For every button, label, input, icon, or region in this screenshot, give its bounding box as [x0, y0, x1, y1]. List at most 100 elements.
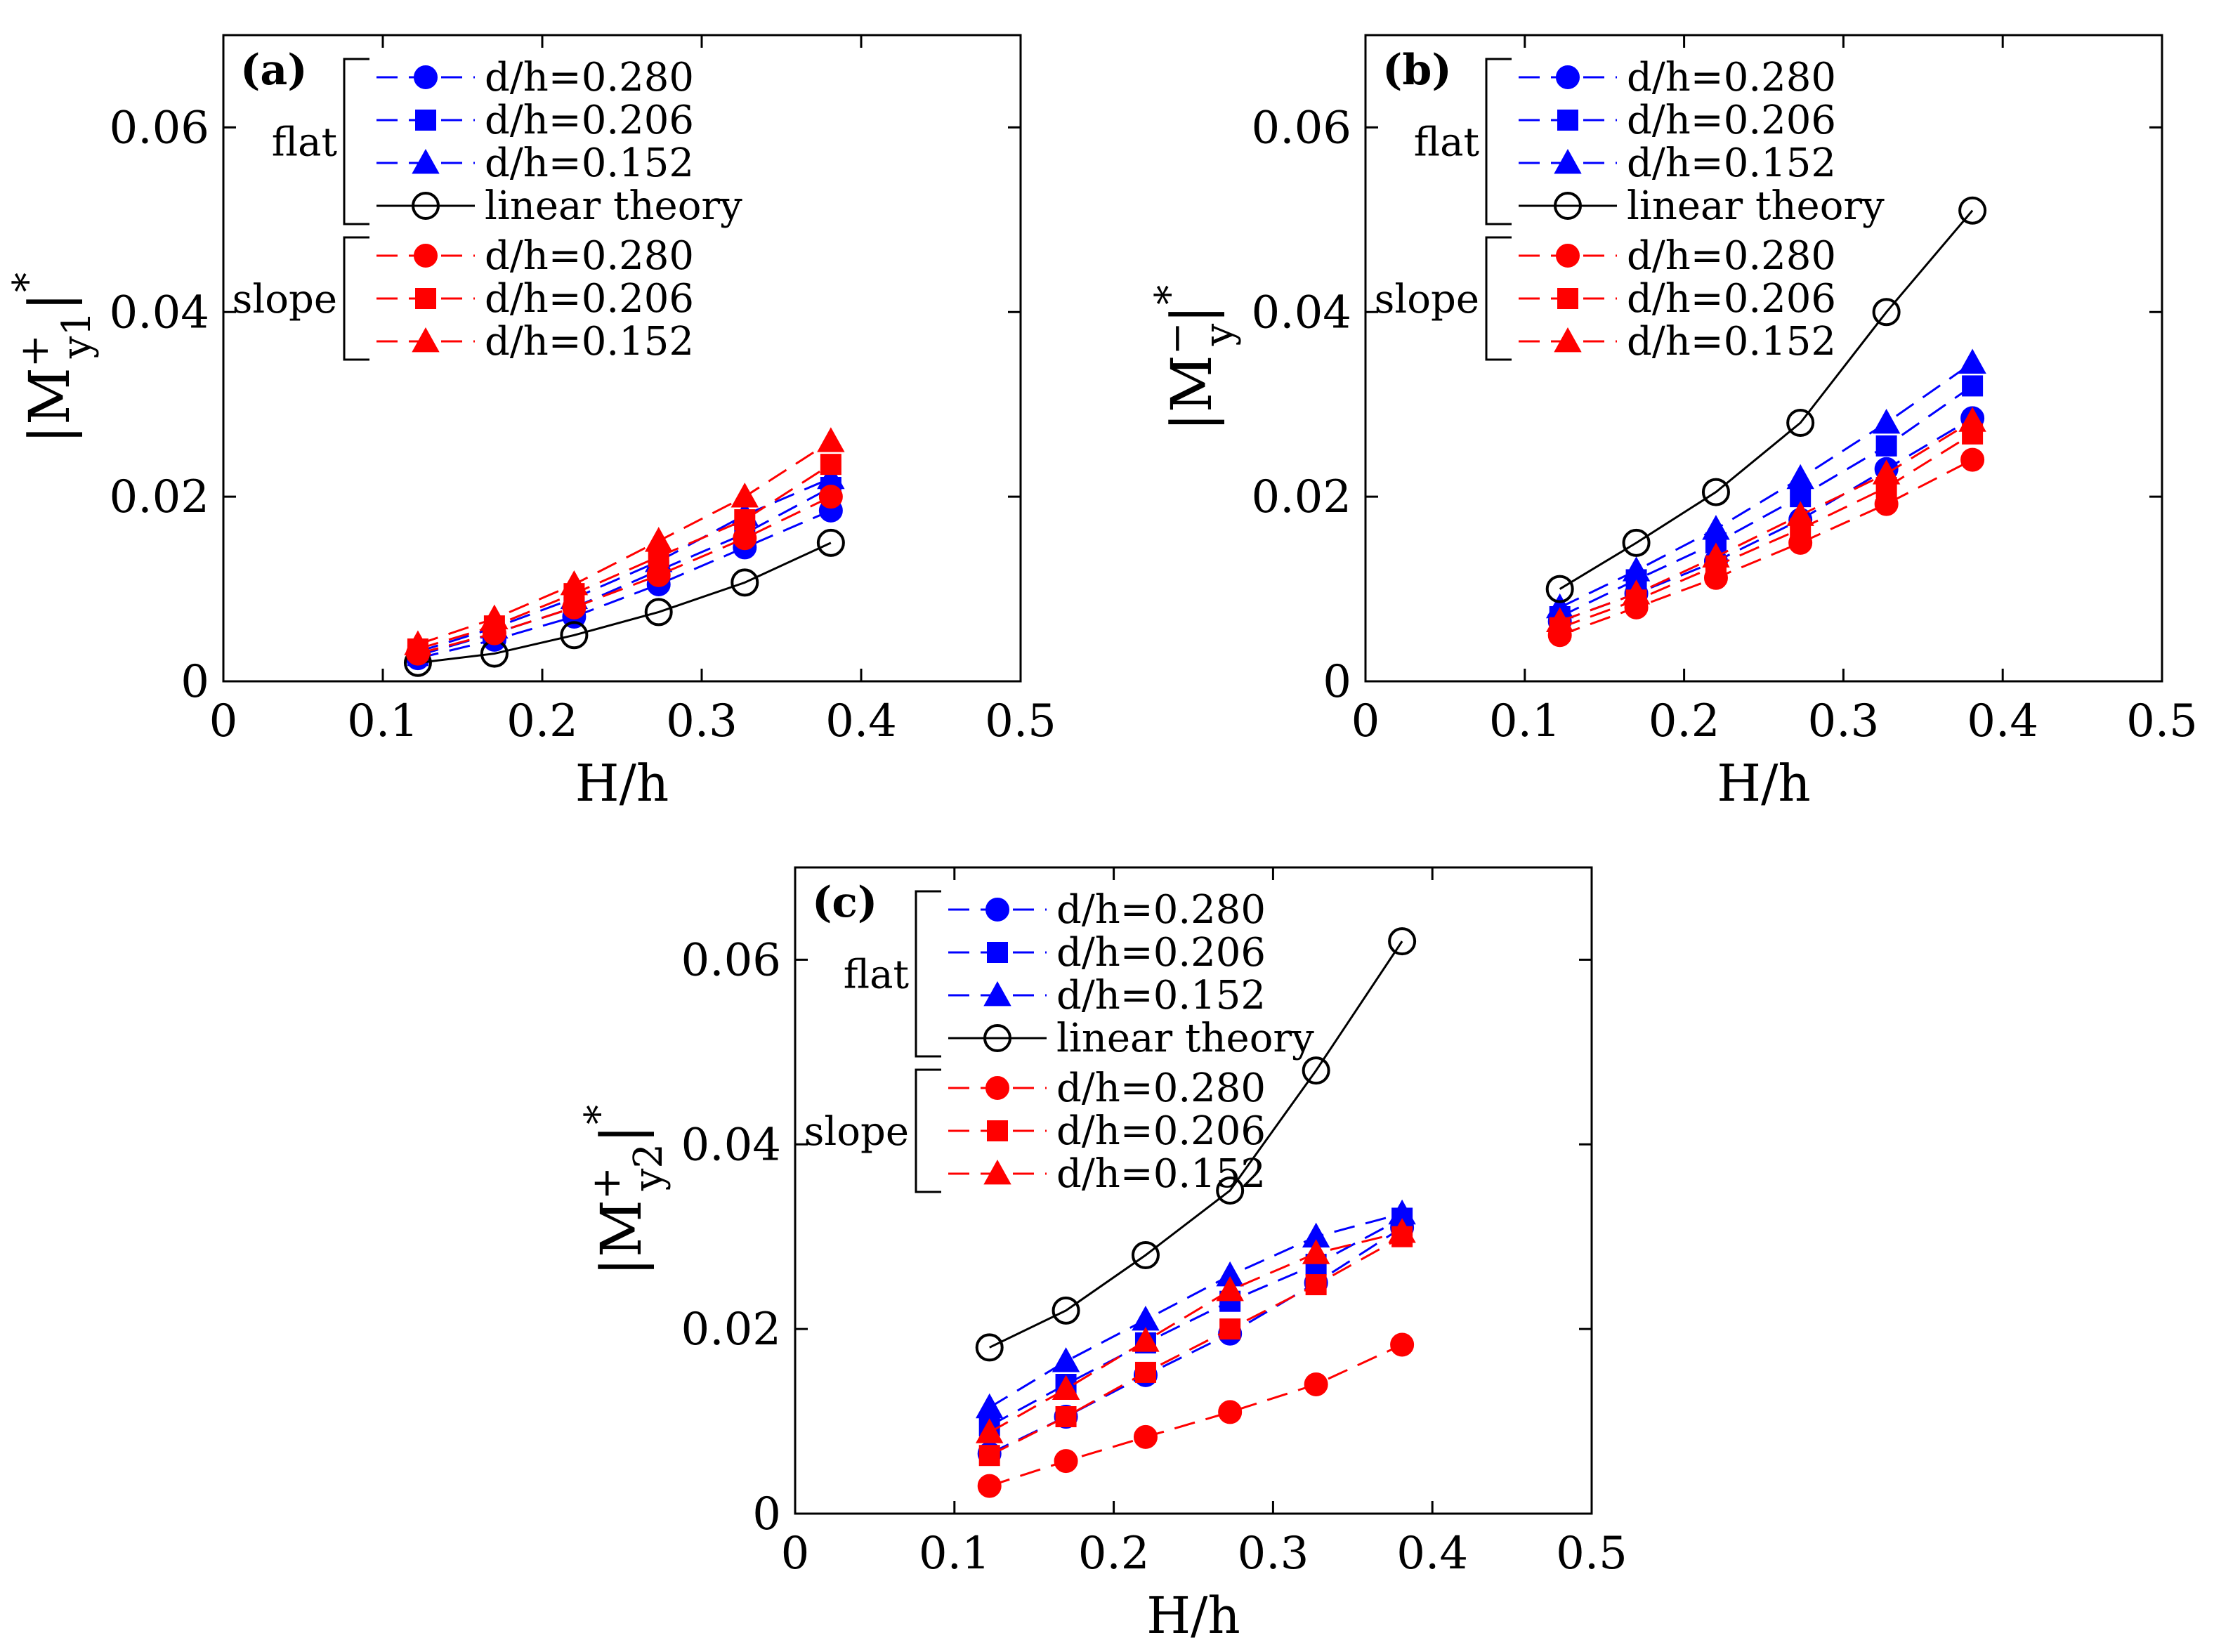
y-tick-label: 0.02	[110, 471, 210, 523]
series-line	[988, 1231, 1403, 1434]
data-point	[1132, 1327, 1160, 1352]
series-slope-7	[404, 427, 845, 655]
data-point	[1960, 447, 1985, 472]
y-label-sup: +	[12, 334, 58, 367]
legend-group-flat: flat	[272, 120, 338, 166]
legend-entry: d/h=0.206	[1056, 930, 1266, 976]
legend-entry: d/h=0.206	[485, 98, 694, 143]
data-point	[1786, 409, 1815, 437]
legend-marker	[1557, 288, 1578, 309]
legend-bracket-flat	[1485, 58, 1512, 225]
data-point	[731, 568, 759, 597]
x-tick-label: 0.2	[1649, 695, 1720, 747]
data-point	[1133, 1424, 1158, 1449]
x-tick-label: 0.2	[1078, 1528, 1150, 1580]
data-point	[1786, 501, 1814, 526]
plot-area	[1364, 34, 2163, 683]
y-tick-label: 0	[181, 656, 209, 708]
series-line	[988, 1212, 1403, 1409]
legend-bracket-slope	[915, 1068, 941, 1193]
y-label-sub: y1	[54, 311, 100, 359]
series-line	[417, 477, 832, 653]
y-label-sub: y2	[626, 1143, 672, 1191]
data-point	[560, 621, 589, 650]
y-tick-label: 0.06	[110, 102, 210, 154]
y-label-star: *	[577, 1105, 622, 1125]
legend-entry: linear theory	[1627, 183, 1885, 229]
data-point	[1390, 1332, 1415, 1357]
data-point	[733, 526, 757, 551]
legend-entry: d/h=0.206	[1056, 1108, 1266, 1154]
y-label-main: |M	[17, 367, 82, 444]
series-line	[417, 440, 832, 645]
legend-group-flat: flat	[1414, 120, 1480, 166]
y-tick-label: 0.04	[110, 287, 210, 339]
y-label-sub: y	[1196, 323, 1242, 346]
x-tick-label: 0.1	[347, 695, 419, 747]
data-point	[1055, 1406, 1077, 1427]
x-tick-label: 0.4	[1396, 1528, 1468, 1580]
data-point	[1216, 1176, 1245, 1205]
data-point	[1134, 1361, 1156, 1383]
data-point	[1786, 464, 1814, 490]
series-flat-4	[975, 927, 1417, 1362]
legend-bracket-flat	[343, 58, 369, 225]
legend-entry: d/h=0.280	[1056, 1066, 1266, 1111]
data-point	[1702, 542, 1730, 568]
data-point	[644, 598, 673, 627]
legend-group-slope: slope	[1375, 277, 1479, 322]
series-line	[1559, 420, 1973, 622]
data-point	[1305, 1274, 1327, 1296]
data-point	[404, 630, 432, 655]
y-axis-label: |M−y|*	[1147, 285, 1242, 431]
series-line	[1559, 209, 1974, 590]
series-line	[1559, 433, 1973, 629]
series-line	[417, 509, 832, 660]
legend-group-flat: flat	[844, 952, 910, 998]
data-point	[1219, 1318, 1241, 1340]
series-flat-4	[1545, 196, 1987, 603]
data-point	[1622, 579, 1651, 605]
y-tick-label: 0.02	[681, 1304, 782, 1356]
x-tick-label: 0.5	[985, 695, 1056, 747]
legend-entry: d/h=0.280	[1627, 233, 1836, 279]
data-point	[731, 483, 759, 508]
series-slope-7	[1545, 407, 1986, 632]
data-point	[1545, 575, 1574, 603]
series-line	[1559, 459, 1973, 636]
legend-marker	[414, 244, 438, 268]
x-tick-label: 0.1	[919, 1528, 990, 1580]
data-point	[816, 528, 845, 557]
data-point	[1545, 607, 1574, 632]
legend-entry: d/h=0.152	[1627, 319, 1836, 365]
x-tick-label: 0.2	[506, 695, 578, 747]
data-point	[734, 509, 756, 530]
legend-marker	[985, 898, 1009, 922]
data-point	[1302, 1239, 1330, 1264]
data-point	[1216, 1276, 1244, 1302]
data-point	[1872, 298, 1901, 327]
legend-marker	[412, 148, 440, 174]
legend-entry: d/h=0.152	[1056, 1151, 1266, 1197]
y-label-sup: −	[1154, 322, 1200, 355]
series-flat-3	[1545, 348, 1986, 619]
legend-entry: d/h=0.206	[1627, 276, 1836, 322]
x-tick-label: 0.4	[1967, 695, 2038, 747]
data-point	[1962, 375, 1984, 397]
legend-marker	[985, 1076, 1009, 1100]
chart-panel-3: 0 0.1 0.2 0.3 0.4 0.5 0 0.02 0.04 0.06 H/h |M+y2|* (…	[577, 866, 1627, 1645]
x-tick-label: 0.3	[1238, 1528, 1309, 1580]
data-point	[1622, 528, 1651, 557]
x-axis-label: H/h	[1717, 754, 1810, 813]
data-point	[1701, 478, 1730, 506]
legend-marker	[987, 1120, 1008, 1141]
y-tick-label: 0.06	[1252, 102, 1352, 154]
panel-label: (b)	[1382, 46, 1452, 95]
data-point	[480, 604, 509, 630]
data-point	[1702, 515, 1730, 540]
series-line	[417, 463, 832, 650]
chart-panel-2: 0 0.1 0.2 0.3 0.4 0.5 0 0.02 0.04 0.06 H/h |M−y|* (b…	[1147, 34, 2198, 813]
